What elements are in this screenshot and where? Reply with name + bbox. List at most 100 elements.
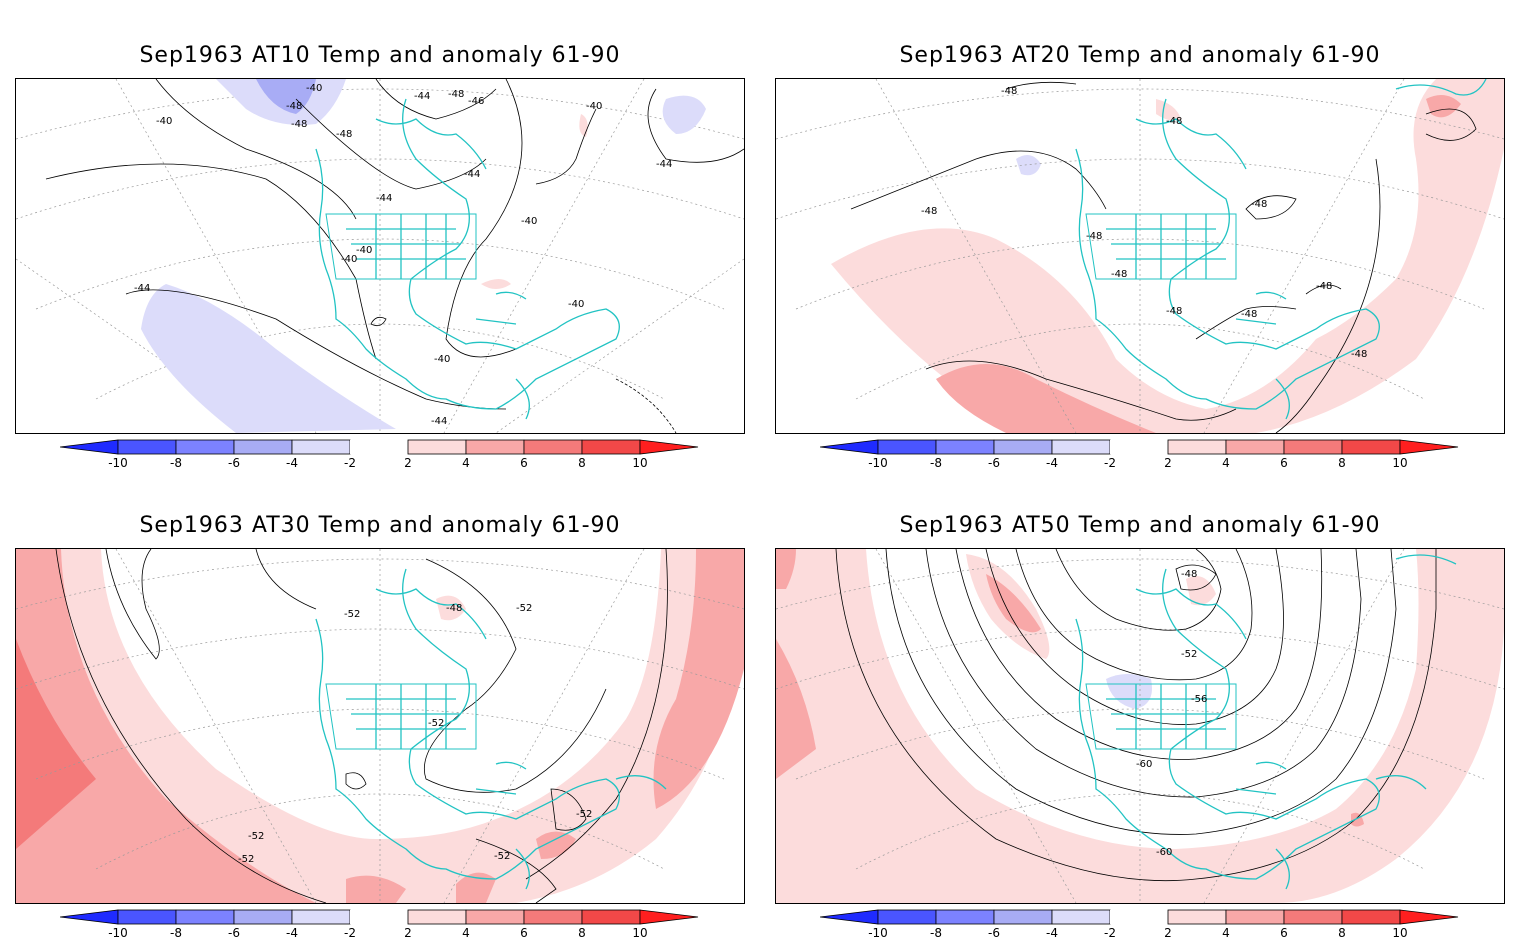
colorbar-tick-label: 6	[520, 456, 528, 470]
graticule	[776, 79, 1504, 433]
graticule	[776, 549, 1504, 903]
panel-title: Sep1963 AT10 Temp and anomaly 61-90	[139, 43, 621, 68]
colorbar-arrow-right	[1399, 909, 1459, 925]
svg-text:-48: -48	[1316, 281, 1332, 292]
svg-text:-40: -40	[586, 101, 602, 112]
colorbar-tick-label: -2	[344, 926, 356, 940]
graticule	[16, 79, 744, 433]
svg-text:-52: -52	[248, 831, 264, 842]
colorbar-segment	[993, 909, 1053, 925]
colorbar-arrow-left	[820, 439, 879, 455]
svg-text:-48: -48	[1001, 86, 1017, 97]
colorbar-tick-label: -8	[930, 926, 942, 940]
svg-text:-40: -40	[568, 299, 584, 310]
panel-at10: Sep1963 AT10 Temp and anomaly 61-90	[0, 0, 760, 470]
colorbar-tick-label: -10	[868, 926, 888, 940]
svg-text:-48: -48	[1181, 569, 1197, 580]
colorbar-tick-label: -6	[228, 456, 240, 470]
panel-title: Sep1963 AT50 Temp and anomaly 61-90	[899, 513, 1381, 538]
svg-text:-40: -40	[156, 116, 172, 127]
svg-text:-48: -48	[1111, 269, 1127, 280]
contour-labels: -40 -48 -48 -44 -48 -46 -40 -40 -48 -44 …	[134, 83, 672, 427]
coastlines	[1075, 79, 1487, 420]
colorbar-segment-neutral	[1110, 440, 1168, 454]
colorbar-segment	[407, 909, 467, 925]
contour-labels: -52 -48 -52 -52 -52 -52 -52 -52	[238, 603, 592, 865]
svg-text:-40: -40	[306, 83, 322, 94]
colorbar-tick-label: 10	[1392, 926, 1408, 940]
contour-labels: -48 -48 -48 -48 -48 -48 -48 -48 -48 -48	[921, 86, 1367, 360]
anomaly-fill-positive-strong	[776, 639, 816, 779]
svg-text:-48: -48	[291, 119, 307, 130]
colorbar-segment	[1283, 439, 1343, 455]
colorbar-segment	[175, 909, 235, 925]
colorbar-tick-label: -4	[1046, 926, 1058, 940]
svg-text:-40: -40	[341, 254, 357, 265]
colorbar-segment	[233, 439, 293, 455]
anomaly-fill-positive-strong	[16, 549, 316, 903]
anomaly-fill-positive-strong	[936, 364, 1156, 433]
svg-text:-52: -52	[494, 851, 510, 862]
anomaly-fill-negative	[1106, 674, 1152, 709]
colorbar-tick-label: -8	[170, 926, 182, 940]
colorbar-segment	[117, 439, 177, 455]
colorbar-segment	[523, 439, 583, 455]
svg-text:-46: -46	[468, 96, 484, 107]
svg-text:-52: -52	[238, 854, 254, 865]
colorbar-segment	[465, 439, 525, 455]
anomaly-fill-positive	[436, 595, 466, 621]
colorbar-tick-label: 2	[1164, 926, 1172, 940]
colorbar-tick-label: -10	[108, 456, 128, 470]
map-at10: -40 -48 -48 -44 -48 -46 -40 -40 -48 -44 …	[15, 78, 745, 434]
colorbar-tick-label: 2	[1164, 456, 1172, 470]
coastlines	[315, 568, 667, 890]
colorbar-tick-label: -10	[108, 926, 128, 940]
map-svg: -48 -48 -48 -48 -48 -48 -48 -48 -48 -48	[776, 79, 1504, 433]
colorbar-segment	[117, 909, 177, 925]
colorbar-tick-label: 2	[404, 456, 412, 470]
contours	[850, 81, 1477, 433]
colorbar-tick-label: 6	[520, 926, 528, 940]
colorbar-arrow-right	[639, 439, 699, 455]
colorbar-tick-label: -6	[988, 926, 1000, 940]
colorbar-segment	[233, 909, 293, 925]
anomaly-fill-positive	[579, 114, 588, 137]
svg-text:-52: -52	[344, 609, 360, 620]
colorbar-arrow-left	[820, 909, 879, 925]
colorbar-tick-label: -6	[988, 456, 1000, 470]
map-at20: -48 -48 -48 -48 -48 -48 -48 -48 -48 -48	[775, 78, 1505, 434]
colorbar-segment	[935, 909, 995, 925]
panel-at30: Sep1963 AT30 Temp and anomaly 61-90	[0, 470, 760, 940]
anomaly-fill-positive-strong	[653, 549, 744, 809]
svg-text:-44: -44	[464, 169, 480, 180]
colorbar-svg	[820, 439, 1459, 455]
contours	[55, 549, 668, 903]
colorbar-tick-label: -6	[228, 926, 240, 940]
anomaly-fill-positive	[16, 549, 744, 903]
svg-text:-48: -48	[446, 603, 462, 614]
anomaly-fill-positive-strong	[776, 549, 796, 589]
colorbar-tick-label: 6	[1280, 456, 1288, 470]
colorbar-tick-label: 4	[462, 926, 470, 940]
colorbar-tick-label: 4	[1222, 926, 1230, 940]
svg-text:-48: -48	[921, 206, 937, 217]
colorbar-tick-label: 2	[404, 926, 412, 940]
colorbar-segment	[1051, 439, 1111, 455]
colorbar-segment	[1051, 909, 1111, 925]
colorbar-arrow-left	[60, 439, 119, 455]
colorbar-segment-neutral	[350, 440, 408, 454]
svg-text:-56: -56	[1191, 694, 1207, 705]
colorbar-segment	[175, 439, 235, 455]
colorbar-tick-label: 6	[1280, 926, 1288, 940]
colorbar-tick-label: 10	[632, 926, 648, 940]
anomaly-fill-positive-strong	[346, 875, 406, 903]
svg-text:-52: -52	[516, 603, 532, 614]
colorbar-arrow-right	[639, 909, 699, 925]
colorbar-segment	[407, 439, 467, 455]
svg-text:-48: -48	[1251, 199, 1267, 210]
colorbar-tick-label: 8	[578, 456, 586, 470]
colorbar-tick-label: 10	[632, 456, 648, 470]
svg-text:-48: -48	[1166, 306, 1182, 317]
svg-text:-44: -44	[134, 283, 150, 294]
colorbar-svg	[60, 439, 699, 455]
